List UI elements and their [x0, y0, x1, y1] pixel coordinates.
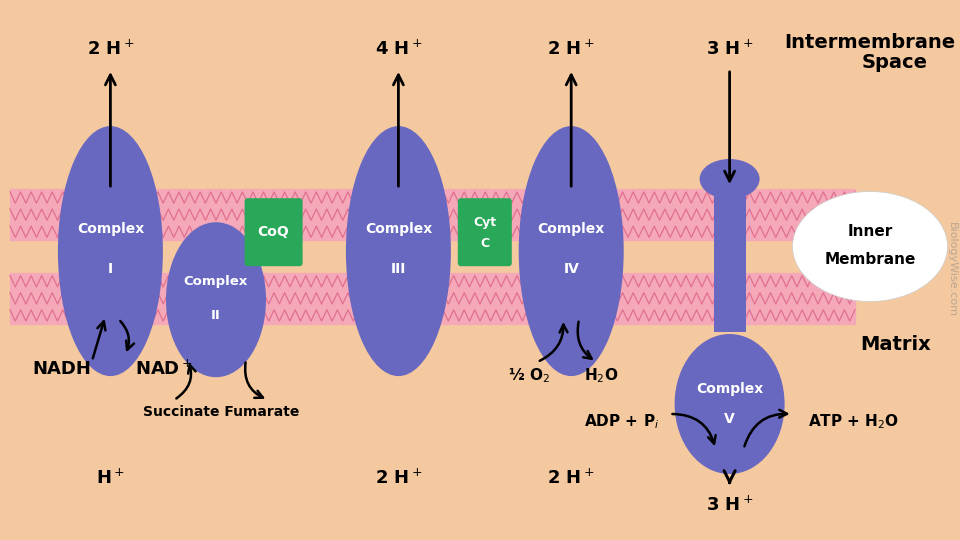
Text: NADH: NADH	[33, 360, 91, 378]
Text: H$^+$: H$^+$	[96, 468, 125, 488]
Text: ADP + P$_i$: ADP + P$_i$	[585, 413, 660, 431]
Text: 2 H$^+$: 2 H$^+$	[86, 39, 134, 59]
Text: BiologyWise.com: BiologyWise.com	[947, 222, 957, 318]
Text: 2 H$^+$: 2 H$^+$	[547, 468, 595, 488]
Text: ½ O$_2$: ½ O$_2$	[508, 367, 550, 386]
Ellipse shape	[675, 334, 784, 474]
Text: Intermembrane: Intermembrane	[784, 32, 955, 51]
Ellipse shape	[518, 126, 624, 376]
Text: H$_2$O: H$_2$O	[584, 367, 618, 386]
Text: Complex: Complex	[184, 275, 248, 288]
Text: III: III	[391, 262, 406, 276]
Text: Complex: Complex	[365, 222, 432, 236]
Text: 2 H$^+$: 2 H$^+$	[374, 468, 422, 488]
Text: IV: IV	[564, 262, 579, 276]
Text: Complex: Complex	[538, 222, 605, 236]
Text: C: C	[480, 237, 490, 249]
FancyBboxPatch shape	[245, 198, 302, 266]
Ellipse shape	[166, 222, 266, 377]
Ellipse shape	[346, 126, 451, 376]
FancyBboxPatch shape	[458, 198, 512, 266]
Text: CoQ: CoQ	[257, 225, 290, 239]
Text: Complex: Complex	[77, 222, 144, 236]
Text: I: I	[108, 262, 113, 276]
Ellipse shape	[793, 192, 948, 301]
Ellipse shape	[700, 159, 759, 199]
Text: Cyt: Cyt	[473, 215, 496, 229]
Text: II: II	[211, 309, 221, 322]
Ellipse shape	[58, 126, 163, 376]
Bar	[713, 174, 746, 332]
Text: V: V	[724, 412, 735, 426]
Text: Space: Space	[862, 52, 928, 71]
Text: NAD$^+$: NAD$^+$	[135, 359, 193, 379]
Text: Complex: Complex	[696, 382, 763, 396]
Text: Matrix: Matrix	[860, 334, 931, 354]
Text: Membrane: Membrane	[825, 252, 916, 267]
Text: 3 H$^+$: 3 H$^+$	[706, 495, 754, 515]
Text: Succinate Fumarate: Succinate Fumarate	[143, 405, 300, 419]
Text: Inner: Inner	[848, 224, 893, 239]
Text: 2 H$^+$: 2 H$^+$	[547, 39, 595, 59]
Text: ATP + H$_2$O: ATP + H$_2$O	[807, 413, 899, 431]
Text: 4 H$^+$: 4 H$^+$	[374, 39, 422, 59]
Text: 3 H$^+$: 3 H$^+$	[706, 39, 754, 59]
